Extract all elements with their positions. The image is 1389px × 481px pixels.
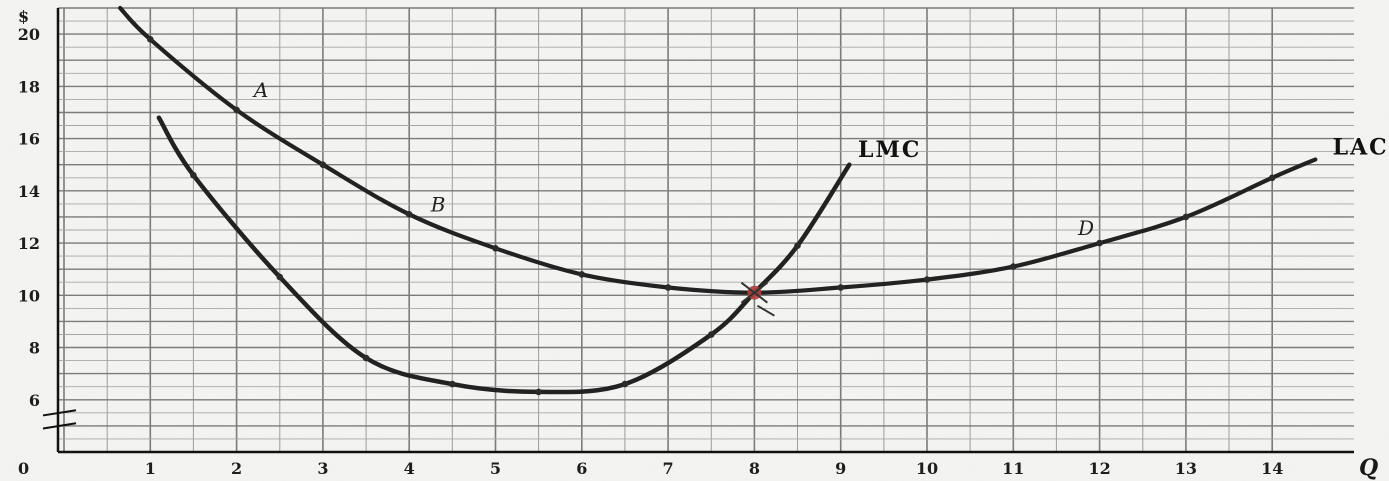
annotations: A B D LMC LAC [252,78,1389,240]
y-tick-label: 12 [18,234,40,253]
point-label-d: D [1077,216,1094,240]
x-tick-label: 10 [916,459,938,478]
x-tick-label: 2 [231,459,242,478]
lac-point [1182,213,1190,221]
x-tick-label: 1 [145,459,156,478]
lac-point [405,211,413,218]
lac-point [578,271,586,278]
y-tick-label: 8 [29,339,40,358]
lac-point [1096,239,1103,247]
lmc-curve [156,115,852,395]
y-tick-label: 18 [18,77,40,96]
y-axis-label: $ [18,7,29,26]
lac-point [1268,174,1276,182]
y-tick-label: 20 [18,25,40,44]
y-tick-label: 6 [29,391,40,410]
point-label-a: A [252,78,268,102]
lmc-point [449,380,456,388]
x-tick-label: 5 [490,459,501,478]
point-label-b: B [430,193,446,217]
intersection-mark-lines [740,281,775,317]
grid [58,7,1354,453]
lmc-point [362,354,370,362]
lmc-point [708,331,715,338]
lac-point [923,276,931,283]
y-tick-label: 14 [18,182,40,201]
lac-point [233,106,240,114]
x-tick-label: 13 [1175,459,1197,478]
lac-label: LAC [1333,134,1389,160]
x-tick-label: 11 [1002,459,1024,478]
lac-curve [118,5,1318,295]
axis-break-mark [42,409,77,430]
lac-point [664,284,672,291]
x-axis-label: Q [1359,455,1378,481]
lmc-point [276,273,284,281]
lmc-point [535,388,542,396]
y-tick-label: 16 [18,130,40,149]
lac-point [837,284,844,291]
lmc-point [794,242,801,249]
origin-label: 0 [18,459,29,478]
x-tick-label: 4 [404,459,415,478]
x-tick-label: 9 [835,459,846,478]
lac-point [492,245,499,252]
x-tick-label: 8 [749,459,760,478]
lac-point [319,161,327,168]
lac-point [1010,263,1017,270]
x-tick-label: 6 [576,459,587,478]
x-tick-label: 7 [663,459,674,478]
axes [42,8,1354,454]
x-tick-label: 12 [1088,459,1110,478]
lac-point [147,36,154,43]
lmc-point [621,380,629,388]
y-tick-label: 10 [18,286,40,305]
lmc-point [190,171,197,179]
lmc-label: LMC [858,137,921,163]
x-tick-label: 3 [317,459,328,478]
curves [118,5,1318,396]
x-tick-label: 14 [1261,459,1283,478]
